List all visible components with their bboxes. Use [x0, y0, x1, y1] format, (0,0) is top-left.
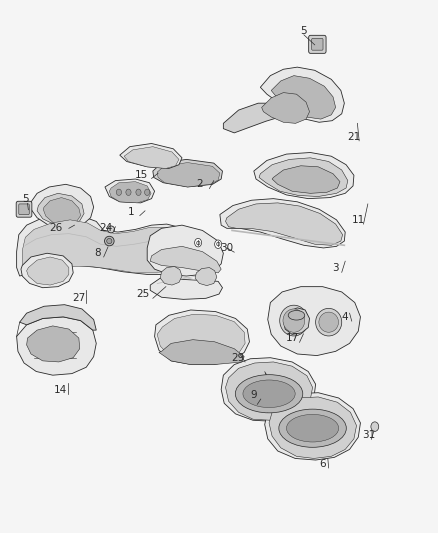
Text: 26: 26	[49, 223, 63, 233]
Circle shape	[145, 189, 150, 196]
Ellipse shape	[235, 375, 303, 413]
Polygon shape	[220, 199, 345, 248]
Text: 5: 5	[300, 26, 307, 36]
Polygon shape	[157, 163, 220, 187]
Ellipse shape	[108, 226, 115, 233]
Text: 11: 11	[352, 215, 365, 225]
Polygon shape	[261, 93, 310, 123]
Polygon shape	[269, 397, 357, 458]
Polygon shape	[221, 358, 316, 421]
Polygon shape	[110, 182, 151, 203]
Polygon shape	[120, 143, 182, 168]
Text: 8: 8	[94, 248, 100, 258]
Polygon shape	[254, 152, 354, 199]
Polygon shape	[17, 317, 96, 375]
Ellipse shape	[288, 311, 305, 320]
Text: 29: 29	[231, 353, 244, 362]
Polygon shape	[37, 193, 84, 224]
Polygon shape	[265, 393, 360, 460]
Circle shape	[136, 189, 141, 196]
Polygon shape	[124, 147, 179, 168]
FancyBboxPatch shape	[312, 38, 323, 50]
Polygon shape	[160, 266, 182, 285]
Text: 5: 5	[22, 194, 28, 204]
Polygon shape	[159, 340, 244, 365]
Ellipse shape	[243, 380, 295, 408]
Text: 24: 24	[99, 223, 113, 233]
Text: 25: 25	[137, 289, 150, 299]
Text: 6: 6	[319, 459, 326, 469]
Ellipse shape	[283, 309, 305, 332]
Text: 31: 31	[363, 430, 376, 440]
Polygon shape	[150, 278, 223, 300]
Polygon shape	[21, 253, 73, 288]
Polygon shape	[283, 308, 310, 334]
Text: 27: 27	[72, 293, 85, 303]
Text: 17: 17	[286, 333, 299, 343]
Polygon shape	[272, 166, 340, 193]
Polygon shape	[153, 159, 223, 187]
Polygon shape	[259, 158, 348, 197]
Text: 30: 30	[220, 243, 233, 253]
Circle shape	[194, 238, 201, 247]
Circle shape	[215, 240, 222, 248]
Ellipse shape	[105, 236, 114, 246]
Polygon shape	[17, 215, 202, 276]
Polygon shape	[195, 268, 217, 286]
FancyBboxPatch shape	[16, 201, 32, 217]
Polygon shape	[226, 203, 343, 245]
Ellipse shape	[316, 309, 342, 336]
Ellipse shape	[279, 409, 346, 447]
Text: 9: 9	[251, 390, 257, 400]
Text: ϕ: ϕ	[196, 240, 201, 246]
Text: 3: 3	[332, 263, 339, 273]
Text: 14: 14	[53, 384, 67, 394]
Polygon shape	[27, 257, 69, 285]
Polygon shape	[226, 362, 313, 420]
Polygon shape	[22, 220, 197, 275]
Circle shape	[126, 189, 131, 196]
Ellipse shape	[107, 238, 112, 244]
Text: 1: 1	[128, 207, 134, 217]
Polygon shape	[20, 305, 96, 330]
Circle shape	[371, 422, 379, 431]
Polygon shape	[260, 67, 344, 122]
Polygon shape	[43, 198, 81, 224]
Polygon shape	[30, 184, 94, 228]
Polygon shape	[147, 225, 223, 276]
Polygon shape	[223, 103, 289, 133]
Polygon shape	[271, 76, 336, 119]
FancyBboxPatch shape	[19, 204, 29, 215]
Text: 21: 21	[347, 132, 360, 142]
Text: 4: 4	[342, 312, 349, 322]
Ellipse shape	[319, 312, 339, 332]
Ellipse shape	[280, 305, 308, 336]
Ellipse shape	[286, 415, 339, 442]
FancyBboxPatch shape	[309, 35, 326, 53]
Polygon shape	[155, 310, 250, 365]
Polygon shape	[150, 246, 221, 273]
Circle shape	[116, 189, 121, 196]
Polygon shape	[268, 287, 360, 356]
Polygon shape	[105, 179, 155, 203]
Text: ϕ: ϕ	[216, 241, 220, 247]
Polygon shape	[157, 314, 245, 364]
Text: 2: 2	[196, 179, 203, 189]
Text: 15: 15	[135, 171, 148, 180]
Polygon shape	[27, 326, 80, 362]
